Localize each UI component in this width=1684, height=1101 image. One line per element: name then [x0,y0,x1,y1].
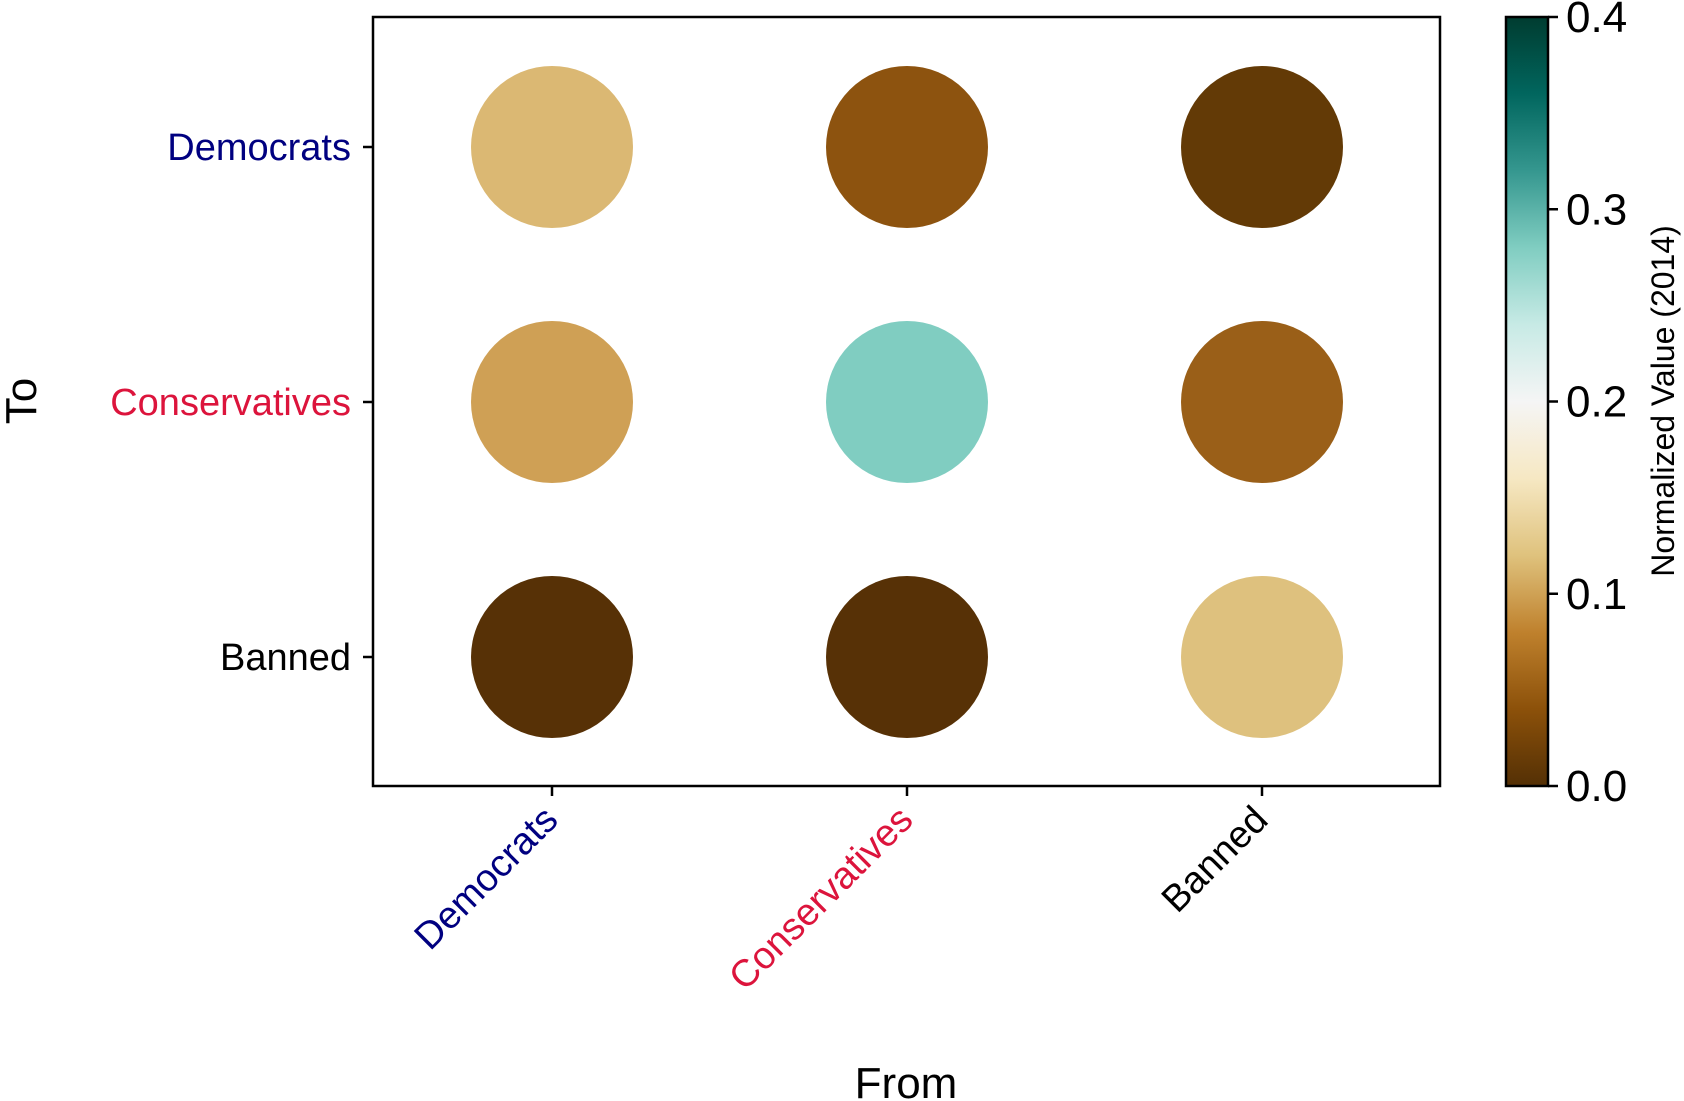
y-tick-label-democrats: Democrats [167,127,351,169]
colorbar-tick-label-0-4: 0.4 [1566,0,1627,42]
x-tick-label-conservatives: Conservatives [721,799,921,999]
bubble-conservatives-to-democrats [826,66,988,228]
bubble-conservatives-to-banned [826,576,988,738]
x-tick-label-banned: Banned [1154,799,1276,921]
bubble-conservatives-to-conservatives [826,321,988,483]
colorbar-ticks: 0.0 0.1 0.2 0.3 0.4 [1548,0,1627,811]
y-tick-label-conservatives: Conservatives [110,382,351,424]
bubble-banned-to-democrats [1181,66,1343,228]
colorbar-tick-label-0-3: 0.3 [1566,185,1627,234]
bubble-democrats-to-conservatives [471,321,633,483]
x-tick-label-democrats: Democrats [407,799,567,959]
x-axis-ticks: Democrats Conservatives Banned [407,786,1276,999]
colorbar [1504,15,1550,788]
colorbar-tick-label-0-1: 0.1 [1566,570,1627,619]
colorbar-tick-label-0-2: 0.2 [1566,378,1627,427]
bubble-democrats-to-banned [471,576,633,738]
bubble-banned-to-banned [1181,576,1343,738]
x-axis-label: From [855,1059,958,1101]
bubble-democrats-to-democrats [471,66,633,228]
y-axis-label: To [0,378,46,424]
bubble-banned-to-conservatives [1181,321,1343,483]
y-axis-ticks: Democrats Conservatives Banned [110,127,373,679]
bubble-layer [471,66,1343,738]
colorbar-label: Normalized Value (2014) [1645,225,1681,577]
colorbar-tick-label-0-0: 0.0 [1566,762,1627,811]
y-tick-label-banned: Banned [220,637,351,679]
